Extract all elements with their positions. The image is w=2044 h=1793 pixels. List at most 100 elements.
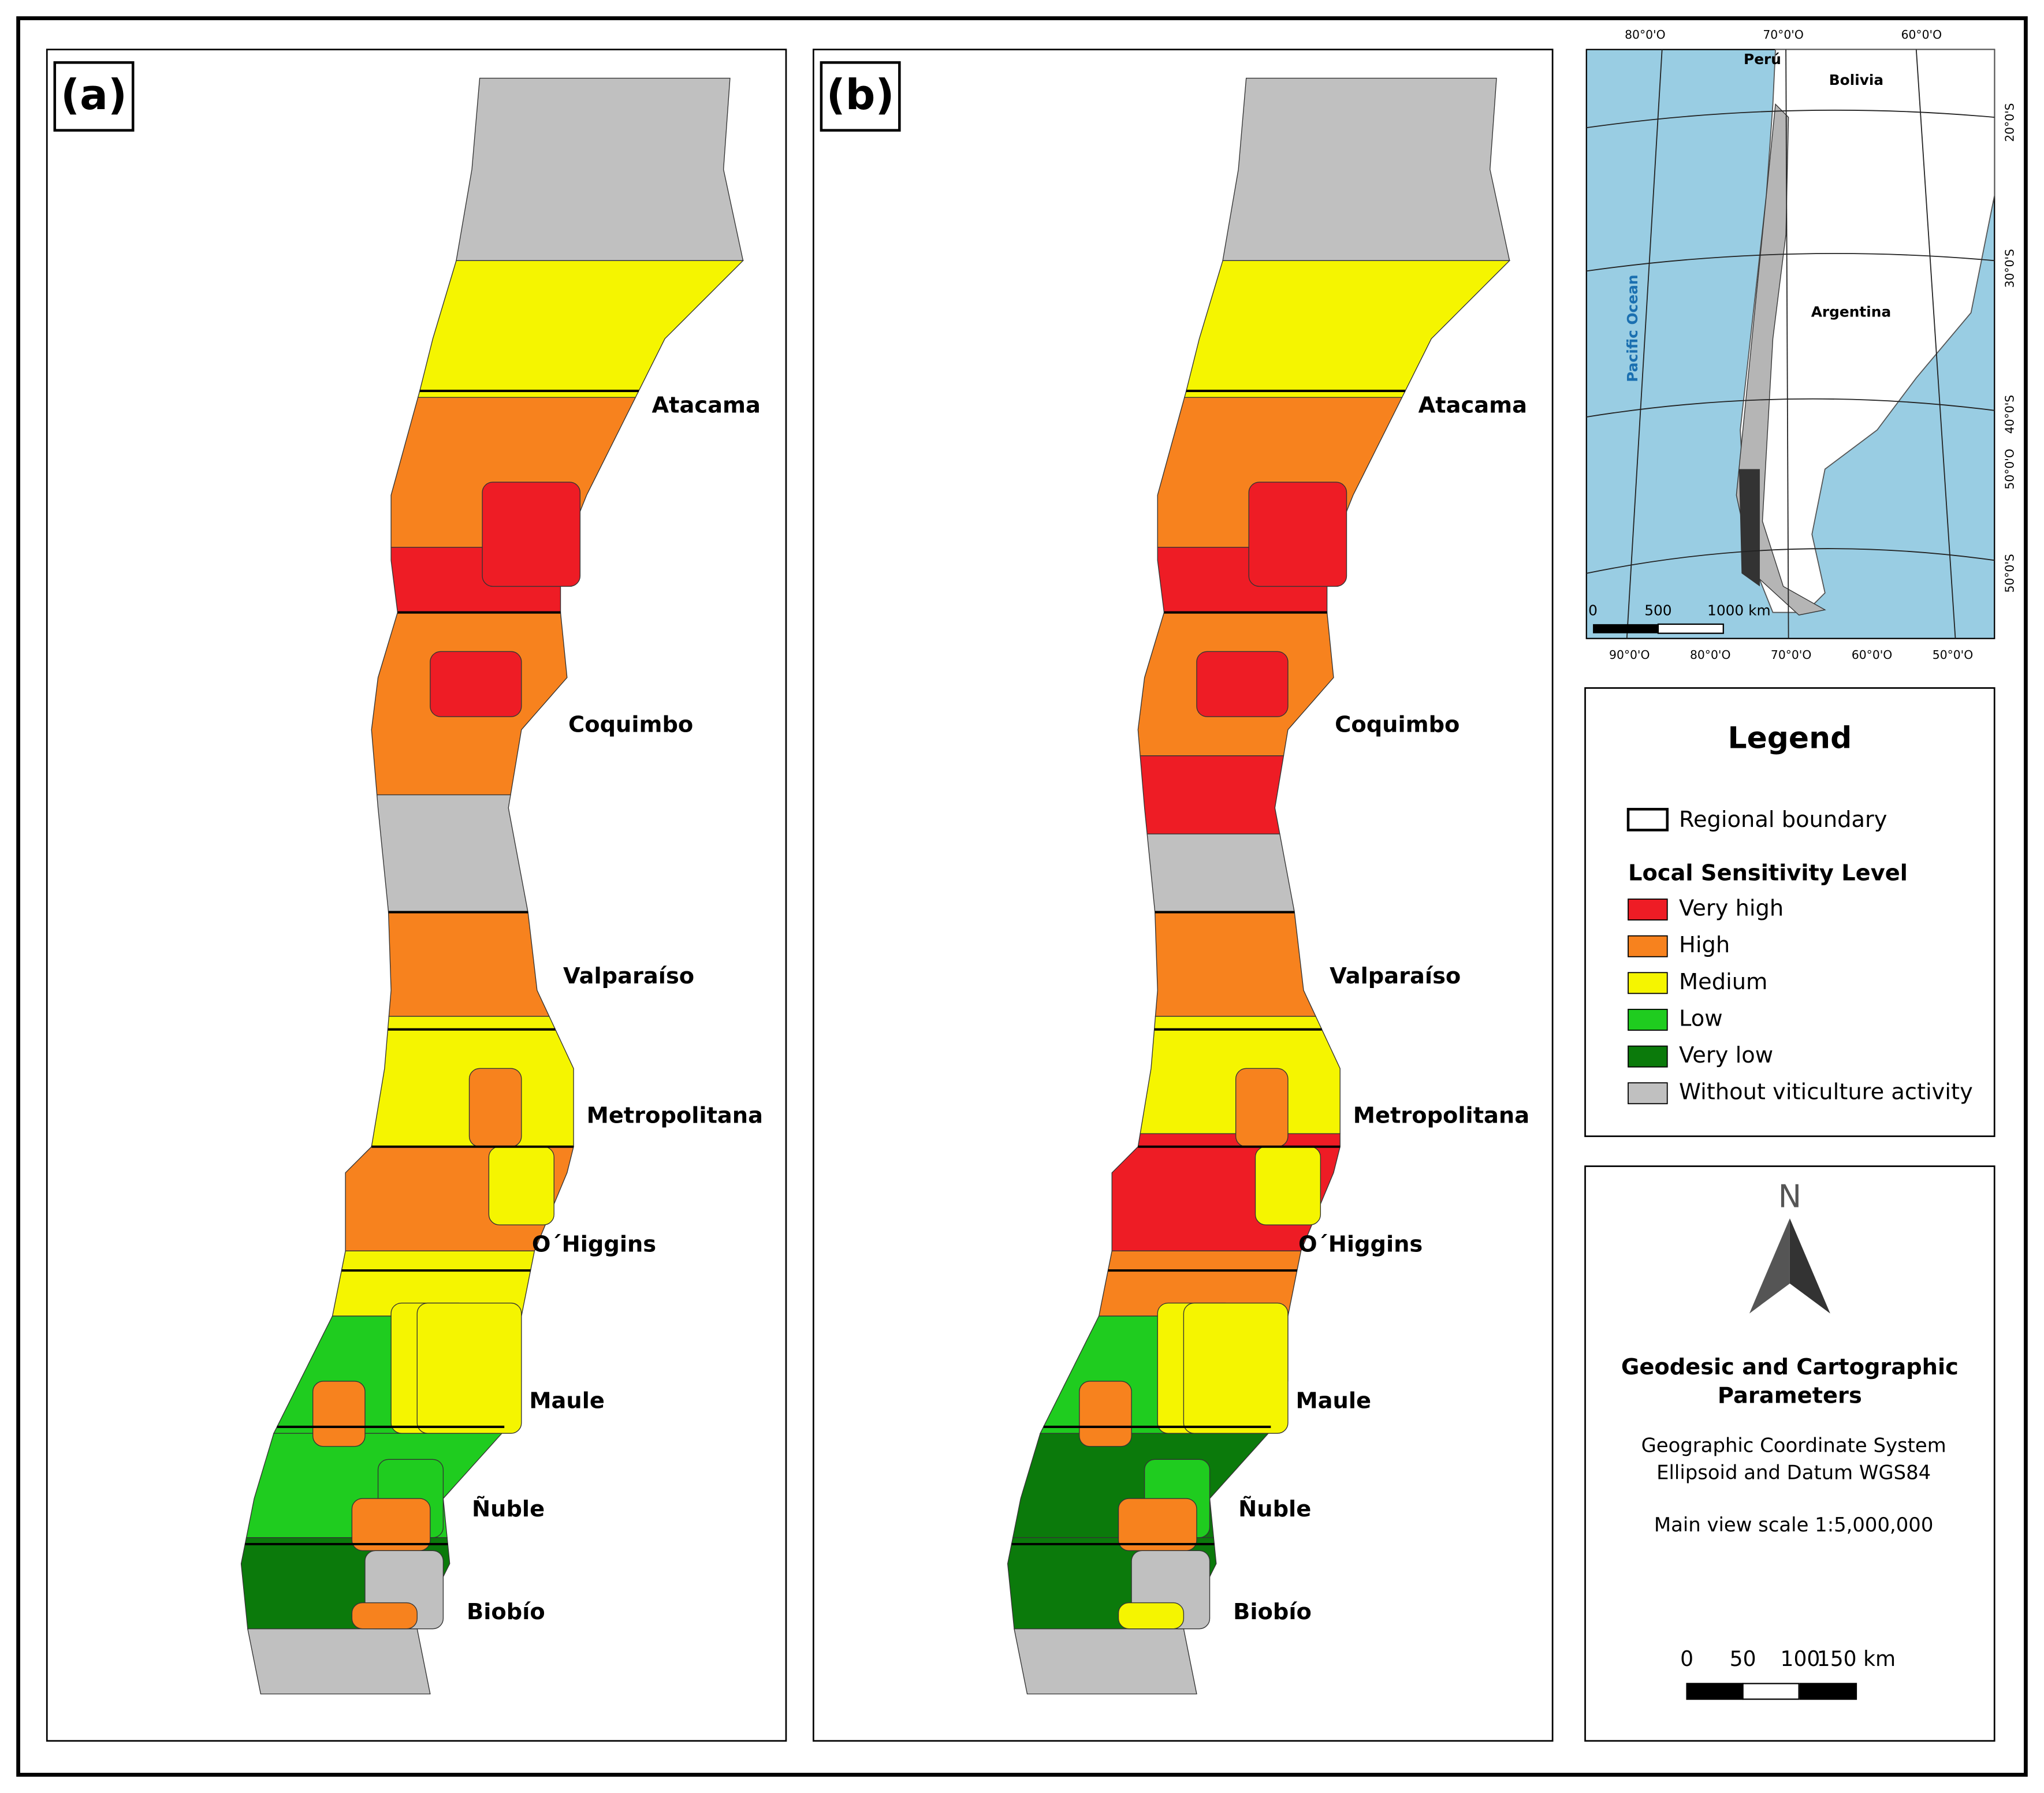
- parameters-text: Ellipsoid and Datum WGS84: [1656, 1462, 1931, 1484]
- sensitivity-zone: [1118, 1602, 1185, 1630]
- sensitivity-zone: [376, 794, 528, 913]
- region-label: O´Higgins: [532, 1232, 656, 1258]
- sensitivity-zone: [482, 482, 581, 587]
- panel-label-box: [53, 61, 135, 132]
- longitude-label: 80°0'O: [1690, 648, 1730, 662]
- legend-swatch: [1628, 1009, 1668, 1031]
- sensitivity-zone: [1254, 1146, 1321, 1225]
- sensitivity-zone: [430, 651, 522, 717]
- sensitivity-zone: [312, 1381, 366, 1447]
- chile-islands: [1738, 469, 1760, 587]
- sensitivity-zone: [1014, 1628, 1197, 1695]
- latitude-label: 40°0'S: [2002, 395, 2016, 434]
- longitude-label: 50°0'O: [1933, 648, 1973, 662]
- region-label: Maule: [1295, 1388, 1371, 1414]
- sensitivity-zone: [388, 911, 550, 1017]
- legend-label: Medium: [1679, 969, 1767, 995]
- region-label: Biobío: [1233, 1599, 1312, 1625]
- sensitivity-zone: [247, 1628, 431, 1695]
- sensitivity-zone: [1140, 755, 1285, 834]
- scale-label: 0: [1680, 1646, 1693, 1671]
- legend-label: Very low: [1679, 1042, 1773, 1068]
- region-label: Metropolitana: [1353, 1102, 1529, 1128]
- inset-scale-label: 1000 km: [1707, 602, 1771, 618]
- legend-label: Without viticulture activity: [1679, 1079, 1973, 1105]
- legend-swatch: [1628, 972, 1668, 994]
- longitude-label: 60°0'O: [1852, 648, 1892, 662]
- sensitivity-zone: [416, 1302, 522, 1434]
- country-label: Argentina: [1811, 304, 1891, 320]
- parameters-text: Geographic Coordinate System: [1641, 1434, 1946, 1456]
- country-label: Bolivia: [1829, 72, 1883, 88]
- sensitivity-zone: [1248, 482, 1347, 587]
- north-arrow: [1749, 1218, 1790, 1314]
- legend-subtitle: Local Sensitivity Level: [1628, 860, 1908, 886]
- sensitivity-zone: [1196, 651, 1289, 717]
- sensitivity-zone: [488, 1146, 554, 1225]
- country-map: [1007, 77, 1511, 1695]
- legend-label: Regional boundary: [1679, 807, 1887, 833]
- sensitivity-zone: [351, 1602, 418, 1630]
- inset-scale-label: 0: [1588, 602, 1598, 618]
- legend-title: Legend: [1728, 721, 1852, 756]
- scale-bar: [1742, 1683, 1800, 1700]
- longitude-label: 80°0'O: [1625, 28, 1665, 42]
- region-label: Ñuble: [472, 1495, 545, 1522]
- legend-label: High: [1679, 932, 1730, 958]
- legend-swatch: [1628, 1045, 1668, 1068]
- ocean-label: Pacific Ocean: [1624, 275, 1641, 382]
- boundary-swatch: [1626, 808, 1669, 832]
- region-label: O´Higgins: [1298, 1232, 1423, 1258]
- longitude-label: 60°0'O: [1901, 28, 1942, 42]
- latitude-label: 30°0'S: [2002, 249, 2016, 288]
- inset-map: Perú Bolivia Argentina Pacific Ocean 0 500 100…: [1585, 49, 1995, 639]
- sensitivity-zone: [468, 1068, 522, 1147]
- north-label: N: [1778, 1179, 1802, 1215]
- graticule: [1586, 49, 1995, 639]
- longitude-label: 70°0'O: [1771, 648, 1811, 662]
- sensitivity-zone: [1079, 1381, 1132, 1447]
- region-label: Coquimbo: [1335, 711, 1460, 737]
- region-label: Metropolitana: [587, 1102, 763, 1128]
- sensitivity-zone: [1183, 1302, 1289, 1434]
- legend-label: Very high: [1679, 896, 1784, 922]
- legend-swatch: [1628, 899, 1668, 921]
- longitude-label: 70°0'O: [1763, 28, 1803, 42]
- region-label: Atacama: [1418, 393, 1527, 419]
- sensitivity-zone: [351, 1498, 431, 1551]
- land: [1740, 49, 1995, 613]
- latitude-label: 50°0'S: [2002, 554, 2016, 592]
- scale-label: 50: [1730, 1646, 1756, 1671]
- parameters-title: Parameters: [1718, 1383, 1862, 1409]
- country-label: Perú: [1744, 51, 1781, 68]
- latitude-label: 20°0'S: [2002, 103, 2016, 141]
- sensitivity-zone: [1118, 1498, 1197, 1551]
- scale-bar: [1799, 1683, 1857, 1700]
- latitude-label: 50°0'O: [2002, 449, 2016, 489]
- parameters-text: Main view scale 1:5,000,000: [1654, 1514, 1933, 1536]
- panel-label-box: [820, 61, 901, 132]
- sensitivity-zone: [456, 77, 744, 261]
- region-label: Coquimbo: [568, 711, 693, 737]
- scale-bar: [1686, 1683, 1744, 1700]
- region-label: Atacama: [652, 393, 761, 419]
- legend-swatch: [1628, 935, 1668, 957]
- scale-label: 150 km: [1817, 1646, 1896, 1671]
- legend-swatch: [1628, 1082, 1668, 1105]
- inset-scale-bar: [1593, 624, 1658, 633]
- scale-label: 100: [1780, 1646, 1820, 1671]
- country-map: [240, 77, 744, 1695]
- sensitivity-zone: [1235, 1068, 1289, 1147]
- inset-scale-bar: [1657, 623, 1724, 634]
- region-label: Maule: [529, 1388, 605, 1414]
- region-label: Ñuble: [1238, 1495, 1311, 1522]
- sensitivity-zone: [1146, 833, 1295, 913]
- longitude-label: 90°0'O: [1609, 648, 1650, 662]
- sensitivity-zone: [1155, 911, 1317, 1017]
- panel-label: (b): [826, 71, 895, 120]
- parameters-title: Geodesic and Cartographic: [1621, 1354, 1959, 1380]
- region-label: Valparaíso: [563, 963, 694, 989]
- region-label: Biobío: [467, 1599, 545, 1625]
